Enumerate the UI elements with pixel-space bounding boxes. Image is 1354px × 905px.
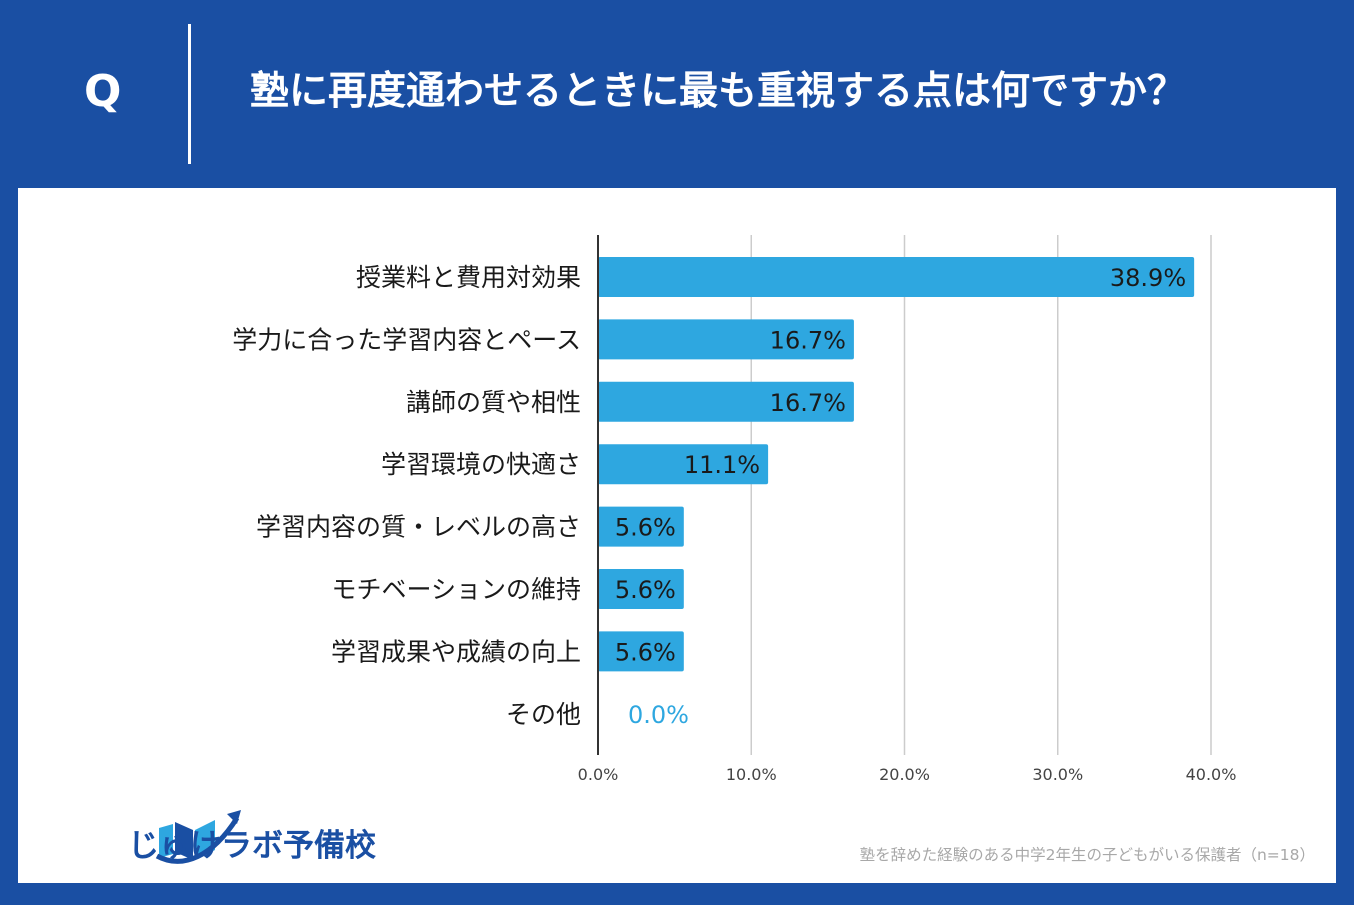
logo-text: じゅけラボ予備校 [128,828,376,864]
category-label: 講師の質や相性 [406,388,581,417]
bar [598,631,684,672]
x-tick-label: 40.0% [1186,765,1237,784]
question-title: 塾に再度通わせるときに最も重視する点は何ですか？ [250,69,1187,114]
category-label: 授業料と費用対効果 [356,263,581,292]
q-label: Q [84,66,122,117]
category-label: 学習成果や成績の向上 [331,637,581,666]
bar-value-label: 5.6% [615,576,676,604]
category-label: その他 [506,700,581,729]
x-tick-label: 10.0% [726,765,777,784]
header: Q 塾に再度通わせるときに最も重視する点は何ですか？ [0,0,1354,188]
bar-value-label: 38.9% [1110,264,1186,292]
bar-chart: 0.0% 10.0% 20.0% 30.0% 40.0% 38.9% 授業料と費用対効果 16… [232,235,1237,784]
bar [598,569,684,609]
x-tick-label: 0.0% [578,765,619,784]
category-label: 学習環境の快適さ [381,450,581,479]
category-label: モチベーションの維持 [331,575,581,604]
bar-value-label: 5.6% [615,638,676,666]
bar [598,257,1195,297]
bar [598,444,769,485]
header-divider [188,24,191,164]
x-tick-label: 20.0% [879,765,930,784]
bar-value-label: 0.0% [628,701,689,729]
bar [598,506,684,547]
book-logo-icon [155,810,241,864]
bar-value-label: 16.7% [770,389,846,417]
bar-value-label: 11.1% [684,451,760,479]
footnote: 塾を辞めた経験のある中学2年生の子どもがいる保護者（n=18） [859,846,1315,864]
x-tick-label: 30.0% [1032,765,1083,784]
category-label: 学力に合った学習内容とペース [232,325,581,354]
category-label: 学習内容の質・レベルの高さ [256,513,581,542]
chart-panel: 0.0% 10.0% 20.0% 30.0% 40.0% 38.9% 授業料と費用対効果 16… [18,188,1336,883]
bar-value-label: 16.7% [770,326,846,354]
bar [598,319,854,360]
bar-value-label: 5.6% [615,514,676,542]
bar [598,381,854,422]
